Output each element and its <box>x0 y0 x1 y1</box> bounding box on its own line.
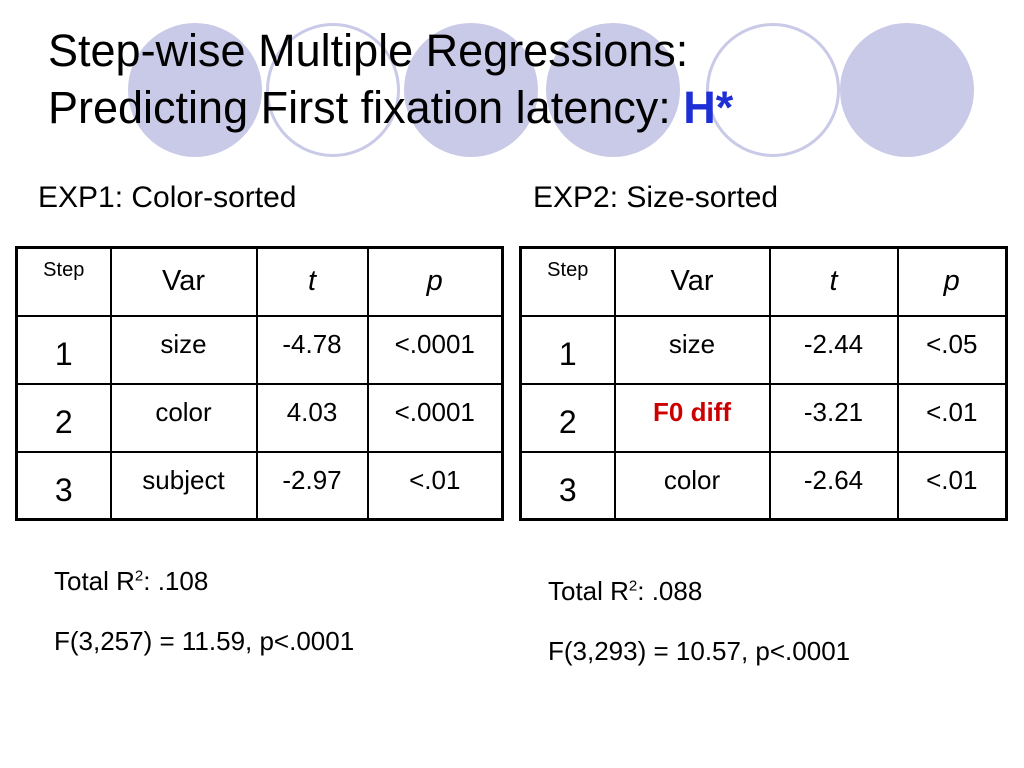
table-header-row: Step Var t p <box>519 246 1008 317</box>
exp1-total-r2: Total R2: .108 <box>54 566 209 596</box>
slide-title: Step-wise Multiple Regressions: Predicti… <box>48 22 733 136</box>
cell-p: <.0001 <box>366 314 504 385</box>
cell-step: 3 <box>519 450 616 521</box>
cell-var: size <box>109 314 258 385</box>
table-row: 1 size -2.44 <.05 <box>519 314 1008 385</box>
table-row: 3 subject -2.97 <.01 <box>15 450 504 521</box>
cell-t: 4.03 <box>255 382 369 453</box>
cell-p: <.01 <box>896 450 1008 521</box>
table-header-row: Step Var t p <box>15 246 504 317</box>
col-header-var: Var <box>613 246 771 317</box>
exp1-heading: EXP1: Color-sorted <box>38 181 297 214</box>
col-header-p: p <box>896 246 1008 317</box>
table-row: 3 color -2.64 <.01 <box>519 450 1008 521</box>
cell-var: size <box>613 314 771 385</box>
decor-circle-4 <box>840 23 974 157</box>
cell-var: color <box>613 450 771 521</box>
cell-step: 1 <box>15 314 112 385</box>
cell-p: <.05 <box>896 314 1008 385</box>
title-accent: H* <box>683 82 734 133</box>
exp2-table: Step Var t p 1 size -2.44 <.05 2 F0 diff… <box>519 246 1008 521</box>
title-line-1: Step-wise Multiple Regressions: <box>48 25 689 76</box>
decor-circle-2 <box>404 23 538 157</box>
cell-var: subject <box>109 450 258 521</box>
cell-step: 1 <box>519 314 616 385</box>
exp1-table: Step Var t p 1 size -4.78 <.0001 2 color… <box>15 246 504 521</box>
cell-t: -2.64 <box>768 450 899 521</box>
col-header-step: Step <box>15 246 112 317</box>
cell-step: 3 <box>15 450 112 521</box>
exp1-f-stat: F(3,257) = 11.59, p<.0001 <box>54 626 355 656</box>
col-header-step: Step <box>519 246 616 317</box>
decor-ring-1 <box>266 23 400 157</box>
col-header-var: Var <box>109 246 258 317</box>
cell-t: -2.97 <box>255 450 369 521</box>
title-line-2: Predicting First fixation latency: <box>48 82 684 133</box>
col-header-p: p <box>366 246 504 317</box>
cell-p: <.01 <box>366 450 504 521</box>
cell-p: <.0001 <box>366 382 504 453</box>
cell-t: -2.44 <box>768 314 899 385</box>
cell-t: -3.21 <box>768 382 899 453</box>
decor-ring-2 <box>706 23 840 157</box>
cell-step: 2 <box>15 382 112 453</box>
cell-var: color <box>109 382 258 453</box>
table-row: 2 F0 diff -3.21 <.01 <box>519 382 1008 453</box>
exp2-heading: EXP2: Size-sorted <box>533 181 779 214</box>
cell-t: -4.78 <box>255 314 369 385</box>
cell-step: 2 <box>519 382 616 453</box>
col-header-t: t <box>255 246 369 317</box>
cell-p: <.01 <box>896 382 1008 453</box>
decor-circle-3 <box>546 23 680 157</box>
table-row: 1 size -4.78 <.0001 <box>15 314 504 385</box>
exp2-f-stat: F(3,293) = 10.57, p<.0001 <box>548 636 851 666</box>
col-header-t: t <box>768 246 899 317</box>
exp2-total-r2: Total R2: .088 <box>548 576 703 606</box>
table-row: 2 color 4.03 <.0001 <box>15 382 504 453</box>
decor-circle-1 <box>128 23 262 157</box>
cell-var-highlighted: F0 diff <box>613 382 771 453</box>
